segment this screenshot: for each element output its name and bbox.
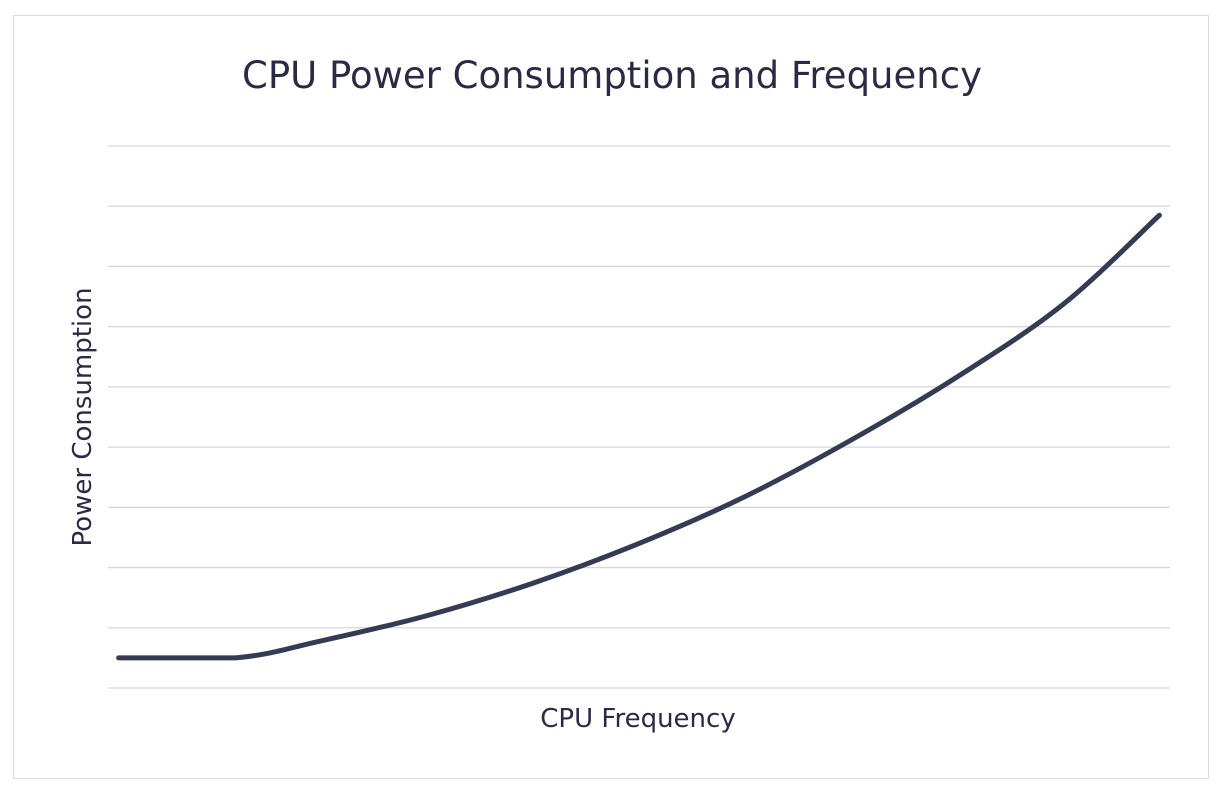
y-axis-label: Power Consumption [68,287,98,546]
series-line [116,212,1162,661]
chart-frame [13,15,1209,779]
gridlines [108,145,1170,689]
chart-title: CPU Power Consumption and Frequency [242,54,982,97]
series-group [116,212,1162,661]
x-axis-label: CPU Frequency [540,704,735,734]
